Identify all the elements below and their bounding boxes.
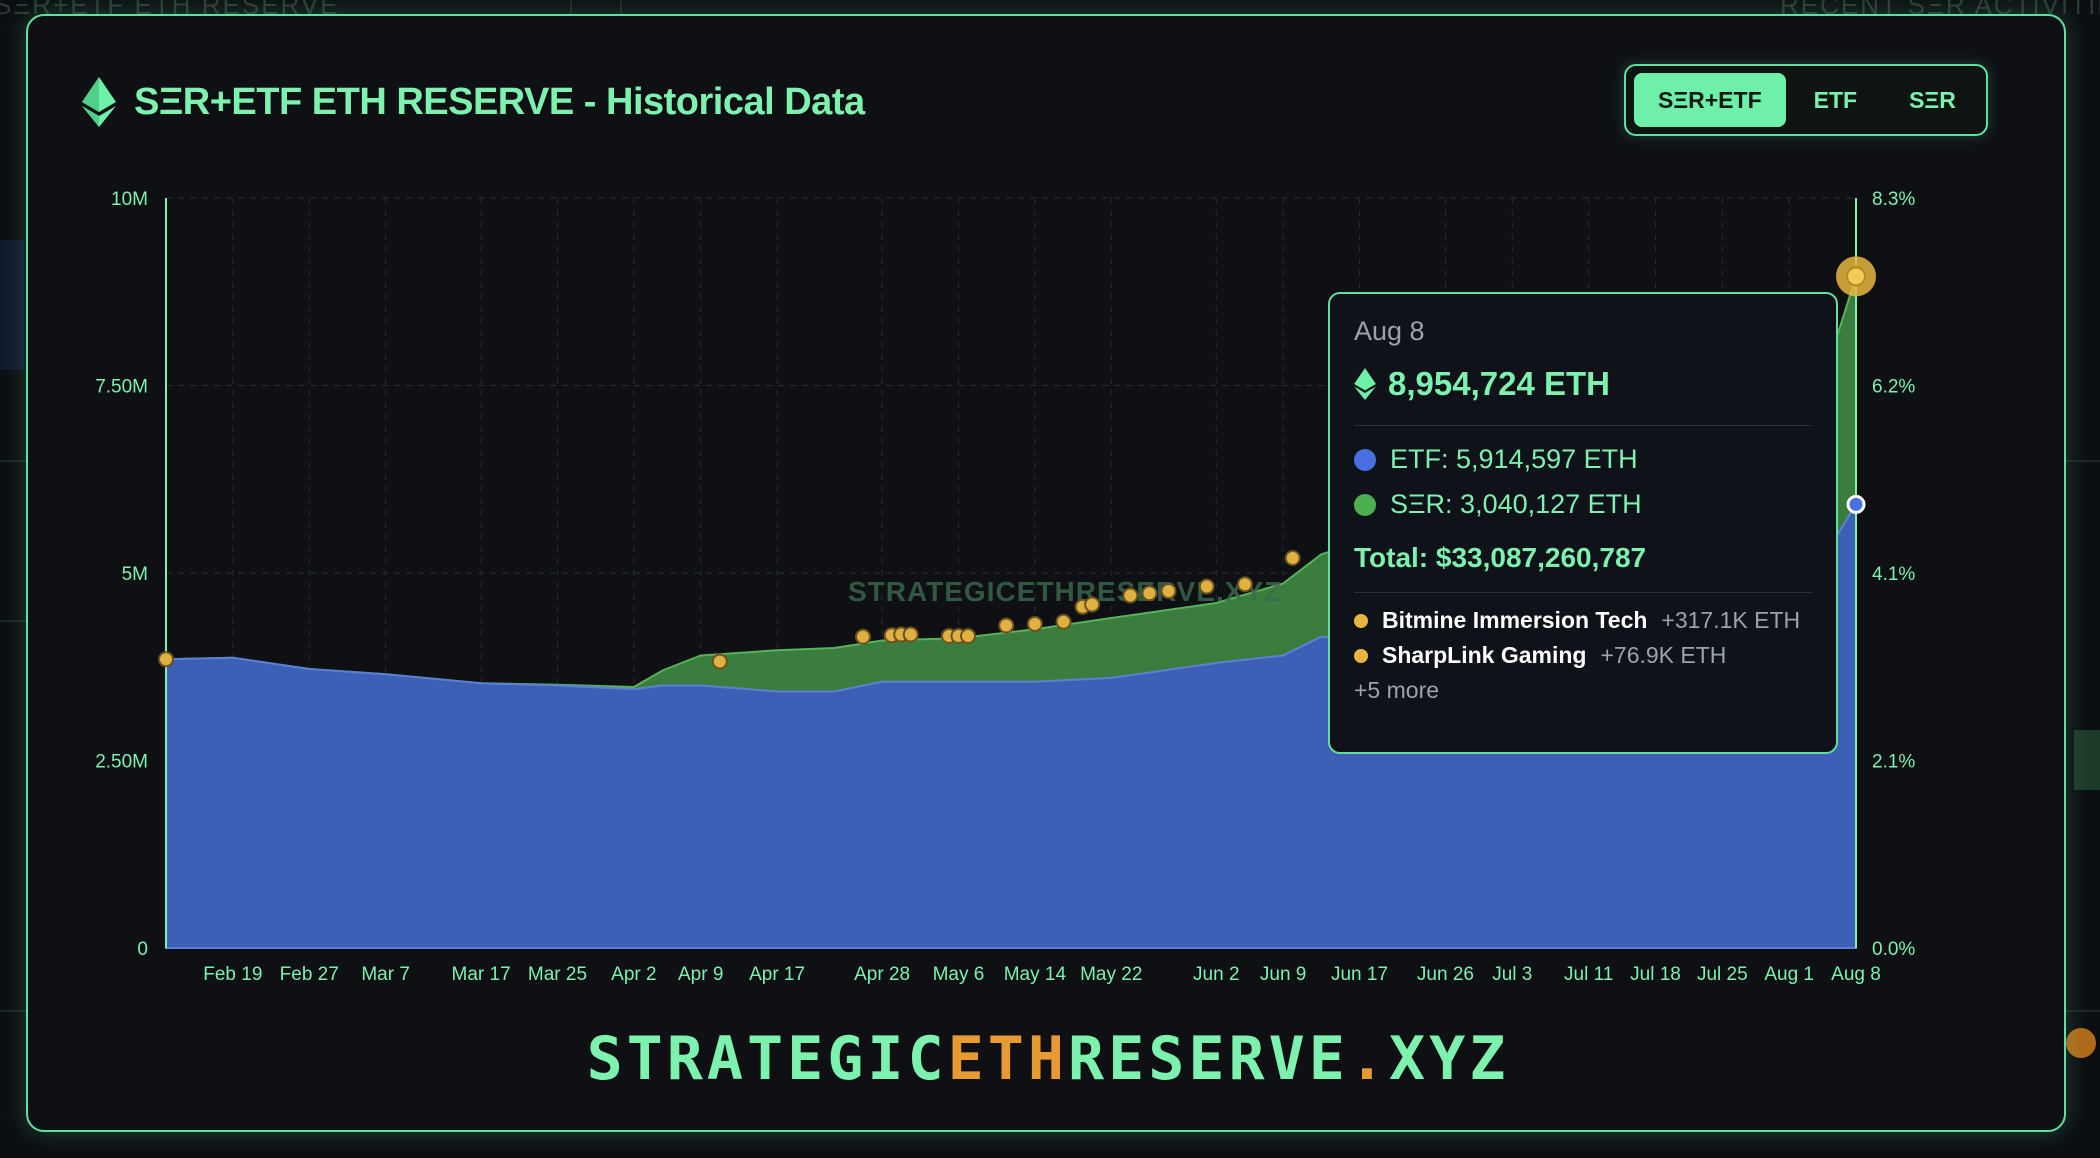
brand-part: STRATEGIC [586, 1024, 948, 1094]
y-right-tick-label: 6.2% [1872, 377, 1915, 398]
purchase-name: Bitmine Immersion Tech [1382, 607, 1648, 633]
bg-panel [2074, 730, 2100, 790]
toggle-etf-button[interactable]: ETF [1813, 86, 1858, 113]
x-tick-label: Mar 17 [452, 964, 511, 985]
y-left-tick-label: 10M [111, 189, 148, 210]
x-tick-label: Aug 1 [1764, 964, 1814, 985]
toggle-ser-etf-button[interactable]: SΞR+ETF [1634, 73, 1786, 127]
purchase-marker [855, 628, 872, 645]
brand-footer[interactable]: STRATEGICETHRESERVE.XYZ [28, 1024, 2068, 1094]
purchase-marker [1160, 583, 1177, 599]
purchase-marker [711, 653, 728, 670]
x-tick-label: Apr 17 [749, 964, 805, 985]
dataset-toggle: SΞR+ETF ETF SΞR [1624, 64, 1988, 136]
purchase-marker [1198, 578, 1215, 595]
bg-divider [620, 0, 622, 14]
tooltip-divider [1354, 592, 1812, 593]
tooltip-total-eth-value: 8,954,724 ETH [1388, 365, 1610, 402]
x-tick-label: Apr 2 [611, 964, 656, 985]
bg-divider [2066, 1010, 2100, 1012]
tooltip-divider [1354, 425, 1812, 426]
x-tick-label: May 22 [1080, 964, 1142, 985]
ser-legend-dot [1354, 493, 1376, 516]
x-tick-label: Jun 26 [1417, 964, 1474, 985]
purchase-name: SharpLink Gaming [1382, 642, 1587, 668]
ethereum-icon [1354, 368, 1376, 400]
y-left-tick-label: 2.50M [95, 752, 148, 773]
x-tick-label: Jul 25 [1697, 964, 1748, 985]
x-tick-label: Jun 17 [1331, 964, 1388, 985]
chart-watermark: STRATEGICETHRESERVE.XYZ [848, 576, 1282, 607]
page-title: SΞR+ETF ETH RESERVE - Historical Data [134, 80, 865, 123]
x-tick-label: Mar 7 [361, 964, 410, 985]
historical-data-modal: 0 2.50M 5M 7.50M 10M 0.0% 2.1% 4.1% 6.2% 8.3% Feb … [26, 14, 2066, 1132]
purchase-marker [1141, 585, 1158, 602]
bg-panel [0, 240, 24, 370]
x-tick-label: Jul 18 [1630, 964, 1681, 985]
x-tick-label: Jul 11 [1564, 964, 1613, 985]
toggle-ser-button[interactable]: SΞR [1909, 86, 1956, 113]
brand-part: RESERVE [1068, 1024, 1349, 1094]
bg-divider [0, 620, 26, 622]
purchase-marker [1084, 596, 1101, 613]
x-tick-label: Feb 19 [203, 964, 262, 985]
tooltip-ser-value: SΞR: 3,040,127 ETH [1390, 489, 1642, 519]
ethereum-icon [82, 77, 116, 127]
purchase-marker [1846, 266, 1866, 287]
y-right-tick-label: 8.3% [1872, 189, 1915, 210]
purchase-marker [1284, 550, 1301, 566]
purchase-marker [960, 628, 977, 644]
tooltip-etf-row: ETF: 5,914,597 ETH [1354, 444, 1812, 475]
tooltip-purchase-row: Bitmine Immersion Tech +317.1K ETH [1354, 607, 1812, 634]
brand-part-highlight: ETH [947, 1024, 1069, 1094]
header: SΞR+ETF ETH RESERVE - Historical Data [82, 74, 865, 130]
purchase-marker [1026, 616, 1043, 632]
y-left-tick-label: 7.50M [95, 377, 148, 398]
etf-hover-point [1846, 494, 1866, 514]
purchase-amount: +76.9K ETH [1600, 642, 1727, 668]
bg-divider [570, 0, 572, 14]
bg-divider [0, 1010, 26, 1012]
x-tick-label: Apr 9 [678, 964, 723, 985]
y-left-tick-label: 5M [122, 564, 148, 585]
purchase-dot [1354, 648, 1368, 663]
x-tick-label: Apr 28 [854, 964, 910, 985]
tooltip-more-link[interactable]: +5 more [1354, 677, 1440, 703]
brand-part: XYZ [1389, 1024, 1510, 1094]
x-tick-label: May 6 [933, 964, 985, 985]
purchase-marker [902, 626, 919, 643]
x-tick-label: Jun 9 [1260, 964, 1306, 985]
etf-legend-dot [1354, 448, 1376, 471]
x-tick-label: May 14 [1004, 964, 1067, 985]
purchase-marker [158, 651, 174, 668]
purchase-marker [998, 617, 1015, 634]
x-tick-label: Jul 3 [1492, 964, 1532, 985]
y-left-tick-label: 0 [137, 939, 148, 960]
x-tick-label: Aug 8 [1831, 964, 1881, 985]
y-right-tick-label: 2.1% [1872, 752, 1915, 773]
bg-divider [2066, 460, 2100, 462]
x-tick-label: Jun 2 [1193, 964, 1239, 985]
purchase-amount: +317.1K ETH [1661, 607, 1801, 633]
purchase-dot [1354, 613, 1368, 628]
bg-alert-icon [2066, 1028, 2096, 1058]
purchase-marker [1236, 576, 1253, 593]
y-right-tick-label: 0.0% [1872, 939, 1915, 960]
chart-tooltip: Aug 8 8,954,724 ETH ETF: 5,914,597 ETH S… [1328, 292, 1838, 754]
x-tick-label: Mar 25 [528, 964, 587, 985]
x-tick-label: Feb 27 [280, 964, 339, 985]
tooltip-date: Aug 8 [1354, 316, 1425, 346]
purchase-marker [1122, 587, 1139, 604]
tooltip-ser-row: SΞR: 3,040,127 ETH [1354, 489, 1812, 520]
tooltip-total-usd: Total: $33,087,260,787 [1354, 542, 1647, 573]
bg-divider [0, 460, 26, 462]
tooltip-etf-value: ETF: 5,914,597 ETH [1390, 444, 1638, 474]
y-right-tick-label: 4.1% [1872, 564, 1915, 585]
brand-dot: . [1348, 1024, 1390, 1094]
tooltip-purchase-row: SharpLink Gaming +76.9K ETH [1354, 642, 1812, 669]
tooltip-total-eth: 8,954,724 ETH [1354, 365, 1812, 403]
purchase-marker [1055, 613, 1072, 630]
